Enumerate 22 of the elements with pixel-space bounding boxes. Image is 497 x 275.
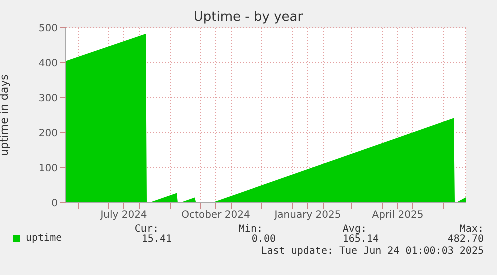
y-tick-label: 300 — [38, 94, 58, 105]
x-tick-label: October 2024 — [182, 210, 250, 222]
y-tick-label: 100 — [38, 164, 58, 175]
text: 482.70 — [448, 234, 484, 245]
text: 15.41 — [142, 234, 172, 245]
y-tick-label: 500 — [38, 24, 58, 35]
chart-title: Uptime - by year — [192, 10, 304, 25]
text: 0.00 — [252, 234, 276, 245]
y-tick-label: 200 — [38, 128, 58, 140]
x-tick-label: April 2025 — [372, 210, 424, 222]
text: Avg: — [342, 224, 367, 235]
y-tick-label: 0 — [52, 198, 58, 210]
text: 165.14 — [342, 234, 379, 245]
text: Min: — [238, 224, 263, 235]
x-tick-label: July 2024 — [100, 210, 148, 222]
legend-label: uptime — [25, 233, 62, 244]
text: Cur: — [134, 224, 159, 235]
text: Last update: Tue Jun 24 01:00:03 2025 — [261, 246, 484, 257]
x-tick-label: January 2025 — [274, 210, 342, 222]
text: Max: — [460, 224, 484, 235]
y-axis-title: uptime in days — [0, 74, 11, 156]
y-tick-label: 400 — [38, 58, 58, 70]
